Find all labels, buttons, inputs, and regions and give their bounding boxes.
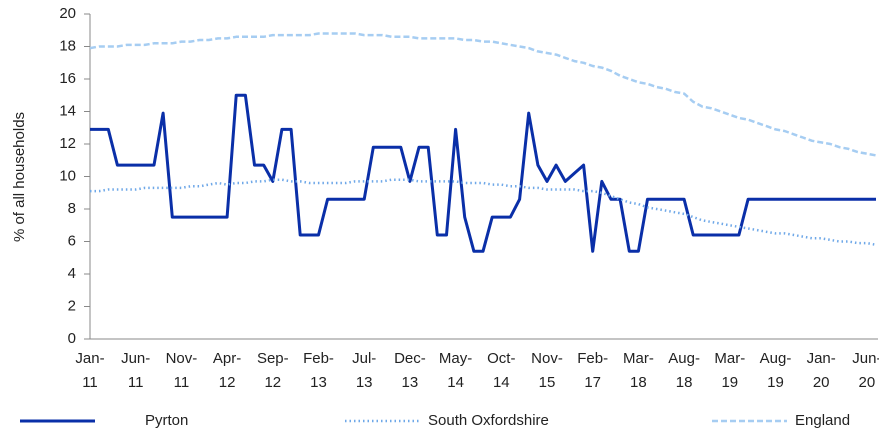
x-tick-label: Jun-11 <box>121 350 150 391</box>
x-tick-label: Apr-12 <box>213 350 241 391</box>
y-tick-label: 12 <box>59 135 76 152</box>
x-tick-label: Nov-15 <box>531 350 563 391</box>
x-tick-label: Mar-18 <box>623 350 654 391</box>
legend-label: South Oxfordshire <box>428 412 549 429</box>
x-tick-label: May-14 <box>439 350 472 391</box>
y-tick-label: 6 <box>68 232 76 249</box>
series-line <box>90 93 876 253</box>
x-tick-label: Oct-14 <box>487 350 515 391</box>
series-line <box>90 178 877 247</box>
x-tick-label: Jan-20 <box>807 350 836 391</box>
y-tick-label: 14 <box>59 102 76 119</box>
y-tick-label: 2 <box>68 297 76 314</box>
y-tick-label: 20 <box>59 5 76 22</box>
x-tick-label: Aug-19 <box>760 350 792 391</box>
legend-label: England <box>795 412 850 429</box>
x-tick-label: Dec-13 <box>394 350 426 391</box>
y-axis-label: % of all households <box>11 112 28 242</box>
y-tick-label: 0 <box>68 330 76 347</box>
y-tick-label: 10 <box>59 167 76 184</box>
x-tick-label: Feb-17 <box>577 350 608 391</box>
x-tick-label: Jan-11 <box>75 350 104 391</box>
x-tick-label: Aug-18 <box>668 350 700 391</box>
x-tick-label: Sep-12 <box>257 350 289 391</box>
y-tick-label: 8 <box>68 200 76 217</box>
y-tick-label: 16 <box>59 70 76 87</box>
x-tick-label: Nov-11 <box>166 350 198 391</box>
y-tick-label: 18 <box>59 37 76 54</box>
x-tick-label: Jun-20 <box>852 350 879 391</box>
legend-label: Pyrton <box>145 412 188 429</box>
x-tick-label: Feb-13 <box>303 350 334 391</box>
x-tick-label: Mar-19 <box>714 350 745 391</box>
y-tick-label: 4 <box>68 265 76 282</box>
x-tick-label: Jul-13 <box>352 350 376 391</box>
series-line <box>89 32 877 157</box>
